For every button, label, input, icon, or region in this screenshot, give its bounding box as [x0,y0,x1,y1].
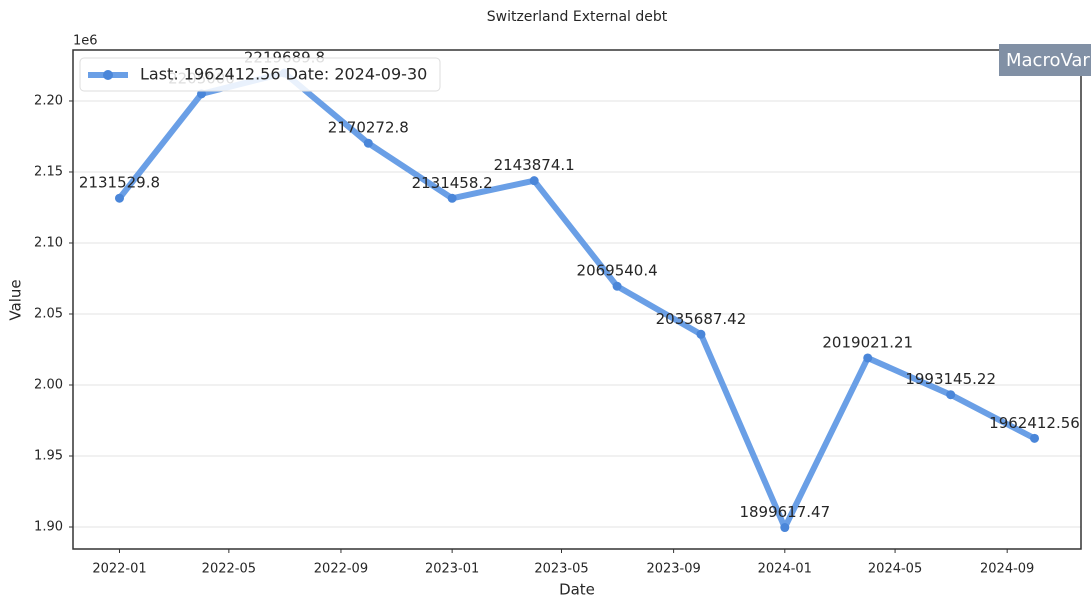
point [114,193,124,203]
data-label: 2069540.4 [577,262,658,280]
x-tick-label: 2023-05 [534,562,588,577]
legend-box [79,57,441,92]
point [529,176,539,186]
data-label: 1899617.47 [739,503,830,521]
data-label: 1993145.22 [905,370,996,388]
point [363,138,373,148]
x-tick-label: 2023-09 [646,562,700,577]
point [197,89,207,99]
x-tick-label: 2024-01 [758,562,812,577]
plot-frame [72,49,1082,550]
y-tick-label: 2.00 [34,377,63,392]
point [863,353,873,363]
y-axis-label: Value [7,279,25,320]
legend: Last: 1962412.56 Date: 2024-09-30 [79,57,441,92]
y-tick-label: 1.90 [34,519,63,534]
y-tick-label: 2.15 [34,164,63,179]
line [117,70,1036,531]
grid: 1.90 1.95 2.00 2.05 2.10 2.15 2.20 2022-01 2022-… [34,93,1081,577]
legend-label: Last: 1962412.56 Date: 2024-09-30 [140,65,427,84]
x-tick-label: 2022-09 [314,562,368,577]
y-tick-label: 2.10 [34,235,63,250]
data-label: 2019021.21 [822,333,913,351]
y-tick-label: 1.95 [34,448,63,463]
x-tick-label: 2022-05 [202,562,256,577]
point [1030,433,1040,443]
plot: 2131529.822050002219689.82170272.8213145… [79,49,1080,533]
point [946,390,956,400]
data-label: 2143874.1 [494,156,575,174]
x-tick-label: 2024-05 [868,562,922,577]
data-label: 2170272.8 [328,119,409,137]
data-label: 2131458.2 [412,174,493,192]
point [612,281,622,291]
watermark-box [999,44,1091,76]
chart-title: Switzerland External debt [487,9,668,25]
x-axis-label: Date [559,581,595,599]
data-label: 2035687.42 [656,310,747,328]
watermark: MacroVar [1006,50,1090,71]
x-tick-label: 2022-01 [92,562,146,577]
legend-marker [103,70,113,80]
y-offset-label: 1e6 [73,34,98,49]
x-tick-label: 2024-09 [980,562,1034,577]
point [696,329,706,339]
point [780,523,790,533]
point [447,193,457,203]
data-label: 1962412.56 [989,414,1080,432]
y-tick-label: 2.20 [34,93,63,108]
y-tick-label: 2.05 [34,306,63,321]
x-tick-label: 2023-01 [425,562,479,577]
data-label: 2131529.8 [79,174,160,192]
